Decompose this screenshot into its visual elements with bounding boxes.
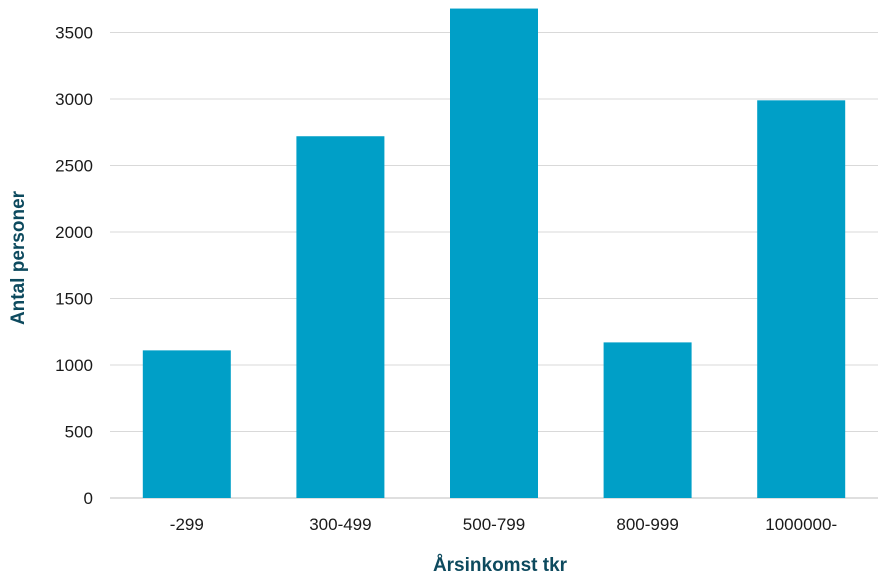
y-tick-labels: 0 500 1000 1500 2000 2500 3000 3500: [55, 24, 93, 509]
y-axis-title: Antal personer: [8, 190, 29, 325]
x-tick-label: 1000000-: [765, 515, 837, 534]
x-tick-label: 500-799: [463, 515, 525, 534]
x-tick-label: 300-499: [309, 515, 371, 534]
y-tick-label: 1000: [55, 356, 93, 375]
bars: [142, 8, 846, 499]
y-tick-label: 1500: [55, 290, 93, 309]
y-tick-label: 0: [84, 489, 93, 508]
y-tick-label: 2000: [55, 223, 93, 242]
bar: [757, 100, 846, 498]
bar: [296, 136, 385, 499]
y-tick-label: 3000: [55, 90, 93, 109]
x-tick-label: -299: [170, 515, 204, 534]
x-axis-title: Årsinkomst tkr: [433, 555, 568, 576]
x-tick-label: 800-999: [616, 515, 678, 534]
bar: [142, 350, 231, 498]
y-tick-label: 3500: [55, 24, 93, 43]
y-tick-label: 500: [65, 423, 93, 442]
bar: [450, 8, 538, 499]
bar: [603, 342, 692, 498]
y-tick-label: 2500: [55, 157, 93, 176]
x-tick-labels: -299 300-499 500-799 800-999 1000000-: [170, 515, 837, 534]
